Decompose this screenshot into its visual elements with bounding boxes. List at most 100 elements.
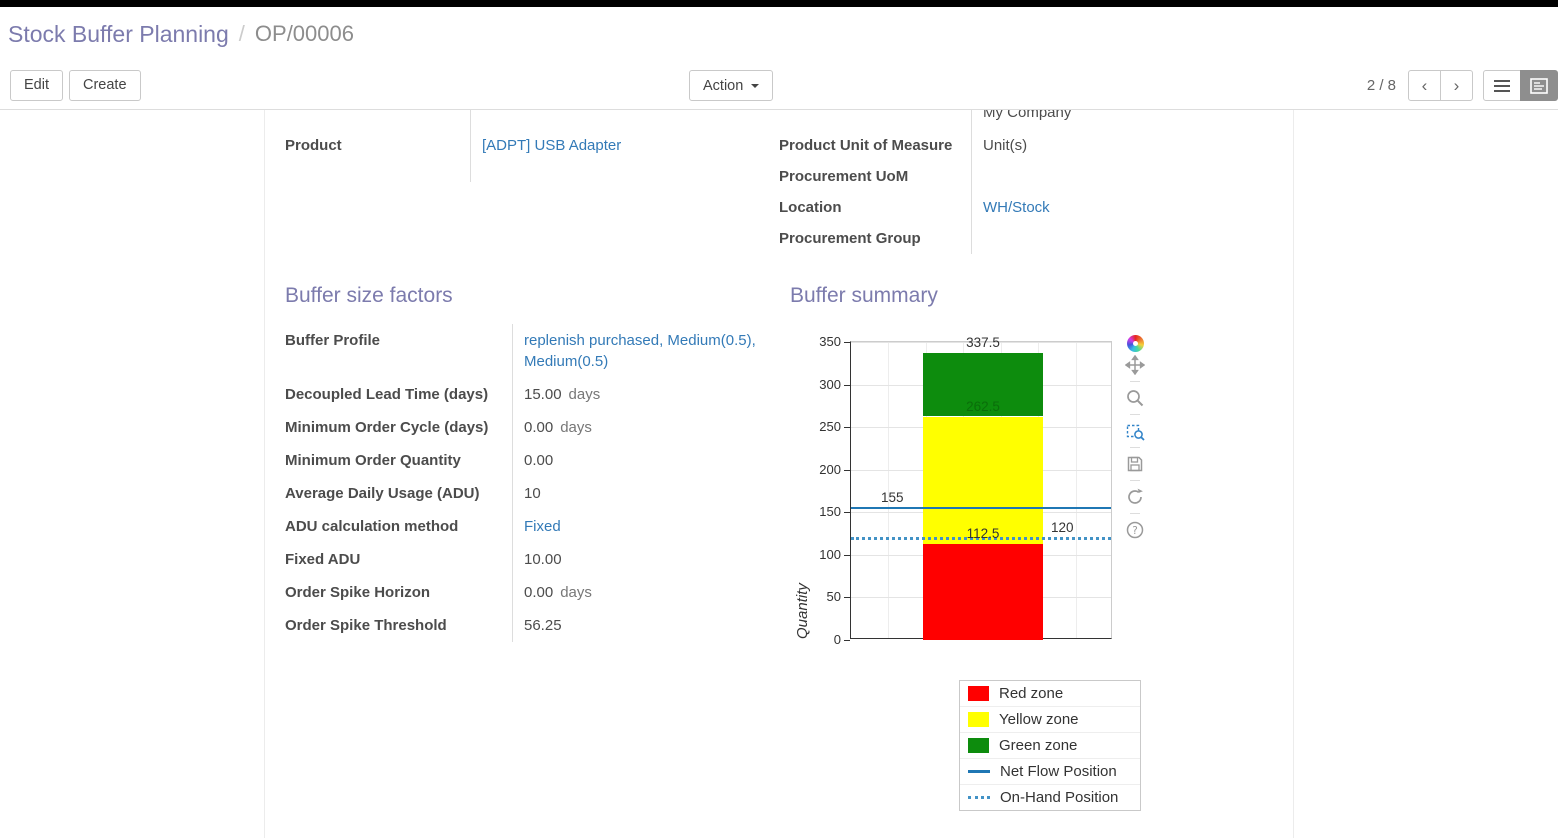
legend-item-red-zone[interactable]: Red zone bbox=[960, 681, 1140, 707]
legend-item-on-hand-position[interactable]: On-Hand Position bbox=[960, 785, 1140, 810]
buffer-summary-section: Buffer summary Quantity 0 50 100 150 200 250 3… bbox=[790, 284, 1273, 811]
toolbar-separator bbox=[1130, 381, 1140, 382]
chart-legend: Red zone Yellow zone Green zone Net Flow Po… bbox=[959, 680, 1141, 811]
factors-section-title: Buffer size factors bbox=[285, 284, 453, 307]
breadcrumb-parent-link[interactable]: Stock Buffer Planning bbox=[8, 20, 229, 47]
y-tick bbox=[844, 597, 850, 599]
adu-method-link[interactable]: Fixed bbox=[524, 518, 561, 535]
chart-logo-icon[interactable] bbox=[1124, 332, 1146, 354]
field-row-procurement-uom: Procurement UoM bbox=[779, 161, 1253, 192]
legend-item-green-zone[interactable]: Green zone bbox=[960, 733, 1140, 759]
product-uom-value: Unit(s) bbox=[983, 137, 1028, 154]
legend-swatch bbox=[968, 796, 990, 799]
company-value: My Company bbox=[983, 110, 1072, 121]
y-tick-label: 200 bbox=[819, 461, 841, 477]
location-value-link[interactable]: WH/Stock bbox=[983, 199, 1050, 216]
factor-row-dlt: Decoupled Lead Time (days) 15.00 days bbox=[285, 378, 790, 411]
list-icon bbox=[1494, 79, 1510, 92]
field-row-procurement-group: Procurement Group bbox=[779, 223, 1253, 254]
chevron-right-icon: › bbox=[1453, 75, 1460, 95]
breadcrumb: Stock Buffer Planning / OP/00006 bbox=[0, 7, 1558, 61]
refresh-icon[interactable] bbox=[1124, 486, 1146, 508]
y-tick bbox=[844, 554, 850, 556]
y-tick bbox=[844, 640, 850, 641]
pager-previous-button[interactable]: ‹ bbox=[1408, 70, 1441, 101]
y-tick bbox=[844, 512, 850, 514]
list-view-button[interactable] bbox=[1483, 70, 1521, 101]
product-value-link[interactable]: [ADPT] USB Adapter bbox=[482, 137, 622, 154]
toolbar-separator bbox=[1130, 414, 1140, 415]
form-sheet: Product [ADPT] USB Adapter My Company Pr… bbox=[264, 110, 1294, 838]
legend-item-yellow-zone[interactable]: Yellow zone bbox=[960, 707, 1140, 733]
move-icon[interactable] bbox=[1124, 354, 1146, 376]
field-row-product-uom: Product Unit of Measure Unit(s) bbox=[779, 130, 1253, 161]
breadcrumb-separator: / bbox=[238, 21, 245, 46]
annotation-112-5: 112.5 bbox=[966, 526, 1000, 542]
action-dropdown-label: Action bbox=[703, 77, 744, 94]
pager-counter: 2 / 8 bbox=[1366, 77, 1396, 94]
y-tick bbox=[844, 427, 850, 429]
field-group-right: My Company Product Unit of Measure Unit(… bbox=[779, 110, 1273, 254]
legend-swatch bbox=[968, 686, 989, 701]
y-tick-label: 50 bbox=[826, 589, 841, 605]
form-view-button[interactable] bbox=[1520, 70, 1558, 101]
breadcrumb-current: OP/00006 bbox=[254, 21, 354, 46]
form-icon bbox=[1530, 77, 1548, 94]
annotation-262-5: 262.5 bbox=[966, 398, 1000, 414]
summary-section-title: Buffer summary bbox=[790, 284, 938, 307]
factor-row-buffer-profile: Buffer Profile replenish purchased, Medi… bbox=[285, 324, 790, 378]
zone-red-zone bbox=[923, 544, 1043, 640]
location-label: Location bbox=[779, 199, 842, 216]
zoom-icon[interactable] bbox=[1124, 387, 1146, 409]
chevron-left-icon: ‹ bbox=[1421, 75, 1428, 95]
legend-swatch bbox=[968, 770, 990, 773]
line-net-flow-position bbox=[851, 507, 1111, 510]
save-icon[interactable] bbox=[1124, 453, 1146, 475]
pager-next-button[interactable]: › bbox=[1440, 70, 1473, 101]
create-button[interactable]: Create bbox=[69, 69, 141, 101]
h-gridline bbox=[851, 342, 1111, 343]
field-row-company-clipped: My Company bbox=[779, 110, 1253, 130]
toolbar-separator bbox=[1130, 480, 1140, 481]
action-dropdown-button[interactable]: Action bbox=[689, 70, 774, 101]
legend-swatch bbox=[968, 738, 989, 753]
buffer-zones-chart: Quantity 0 50 100 150 200 250 300 350 337.5 262.5… bbox=[790, 324, 1273, 660]
legend-label: On-Hand Position bbox=[1000, 789, 1119, 806]
field-row-location: Location WH/Stock bbox=[779, 192, 1253, 223]
y-tick bbox=[844, 342, 850, 343]
buffer-profile-link[interactable]: replenish purchased, Medium(0.5), Medium… bbox=[524, 332, 756, 370]
chart-plot-area: 0 50 100 150 200 250 300 350 337.5 262.5 112.5 155 1… bbox=[819, 334, 1112, 647]
annotation-155: 155 bbox=[881, 490, 904, 506]
v-gridline bbox=[888, 342, 890, 638]
help-icon[interactable]: ? bbox=[1124, 519, 1146, 541]
factor-row-min-order-qty: Minimum Order Quantity 0.00 bbox=[285, 444, 790, 477]
top-menu-bar bbox=[0, 0, 1558, 7]
control-panel: Edit Create Action 2 / 8 ‹ › bbox=[0, 61, 1558, 110]
y-tick bbox=[844, 469, 850, 471]
toolbar-separator bbox=[1130, 447, 1140, 448]
edit-button[interactable]: Edit bbox=[10, 69, 63, 101]
y-tick-label: 300 bbox=[819, 376, 841, 392]
v-gridline bbox=[1075, 342, 1077, 638]
zone-green-zone bbox=[923, 352, 1043, 417]
product-uom-label: Product Unit of Measure bbox=[779, 137, 953, 154]
clipped-row bbox=[285, 110, 759, 130]
legend-item-net-flow-position[interactable]: Net Flow Position bbox=[960, 759, 1140, 785]
annotation-120: 120 bbox=[1051, 519, 1074, 535]
factor-row-spike-horizon: Order Spike Horizon 0.00 days bbox=[285, 576, 790, 609]
legend-label: Yellow zone bbox=[999, 711, 1079, 728]
line-on-hand-position bbox=[851, 536, 1111, 540]
y-tick-label: 150 bbox=[819, 504, 841, 520]
y-tick-label: 250 bbox=[819, 419, 841, 435]
svg-text:?: ? bbox=[1132, 525, 1138, 537]
chart-toolbar: ? bbox=[1122, 332, 1148, 541]
annotation-337-5: 337.5 bbox=[966, 334, 1000, 350]
y-tick-label: 0 bbox=[833, 632, 841, 647]
zoom-select-icon[interactable] bbox=[1124, 420, 1146, 442]
factor-row-adu: Average Daily Usage (ADU) 10 bbox=[285, 477, 790, 510]
field-row-product: Product [ADPT] USB Adapter bbox=[285, 130, 759, 182]
legend-label: Net Flow Position bbox=[1000, 763, 1117, 780]
field-group-left: Product [ADPT] USB Adapter bbox=[285, 110, 779, 254]
legend-swatch bbox=[968, 712, 989, 727]
factor-row-adu-method: ADU calculation method Fixed bbox=[285, 510, 790, 543]
